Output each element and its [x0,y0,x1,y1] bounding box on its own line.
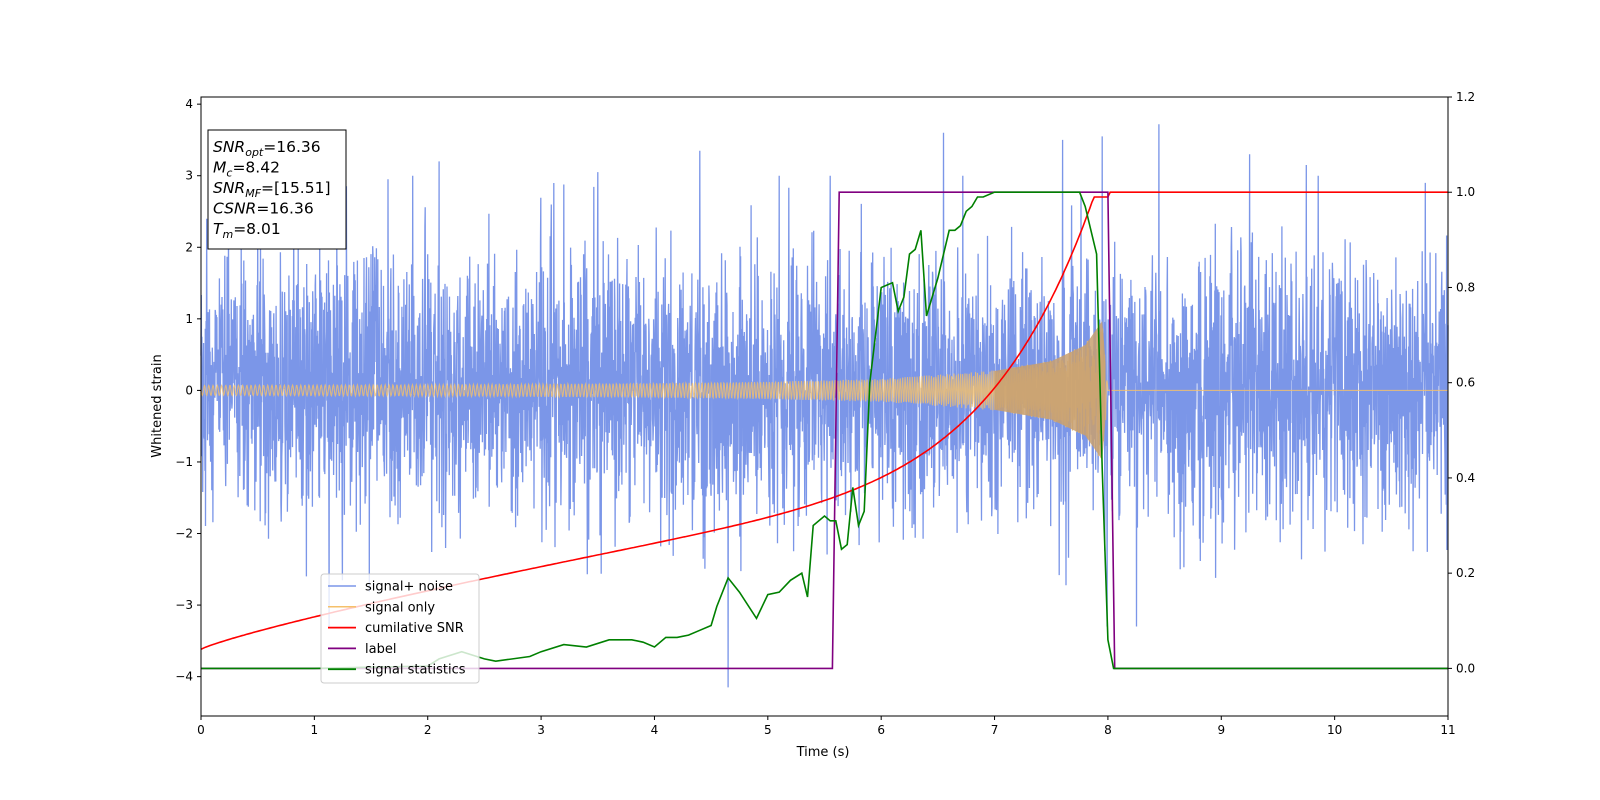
x-axis-label: Time (s) [796,745,850,760]
series-signal-only-line [200,328,1448,459]
y-tick-label: −2 [175,527,193,541]
y-tick-label: 3 [185,169,193,183]
signal-series [200,321,1448,460]
x-tick-label: 8 [1104,723,1112,737]
x-tick-label: 2 [424,723,432,737]
x-tick-label: 10 [1327,723,1342,737]
plot-frame [200,96,1449,717]
y2-tick-label: 1.0 [1456,185,1475,199]
series-signal-statistics-line [201,191,1448,670]
info-box-entry: SNRopt=16.36 [213,138,321,159]
y-tick-label: −3 [175,598,193,612]
info-box: SNRopt=16.36Mc=8.42SNRMF=[15.51]CSNR=16.… [207,129,347,250]
x-tick-label: 7 [991,723,999,737]
legend-label: signal only [365,600,435,615]
y-tick-label: 2 [185,240,193,254]
y2-tick-label: 1.2 [1456,90,1475,104]
series-signal-noise-line [200,124,1449,688]
legend-label: signal+ noise [365,580,453,595]
x-tick-label: 1 [311,723,319,737]
y-tick-label: 1 [185,312,193,326]
noise-series [200,124,1449,688]
y2-tick-label: 0.6 [1456,376,1475,390]
info-box-entry: SNRMF=[15.51] [213,179,331,200]
y2-tick-label: 0.2 [1456,566,1475,580]
legend: signal+ noise signal only cumilative SNR la… [320,573,480,684]
legend-label: cumilative SNR [365,621,464,636]
signal-dense-region [994,321,1106,460]
y2-tick-label: 0.8 [1456,280,1475,294]
x-tick-label: 4 [651,723,659,737]
x-tick-label: 5 [764,723,772,737]
y-axis-right: 0.0 0.2 0.4 0.6 0.8 1.0 1.2 [1448,90,1475,675]
y-tick-label: 0 [185,383,193,397]
y2-tick-label: 0.0 [1456,661,1475,675]
info-box-entry: Tm=8.01 [213,220,281,241]
x-axis: 0 1 2 3 4 5 6 7 8 9 10 11 [197,716,1456,737]
y2-tick-label: 0.4 [1456,471,1475,485]
x-tick-label: 9 [1217,723,1225,737]
y-axis-label: Whitened strain [150,354,165,457]
y-tick-label: −1 [175,455,193,469]
legend-frame [320,573,480,684]
x-tick-label: 6 [877,723,885,737]
legend-label: label [365,642,396,657]
info-box-entry: Mc=8.42 [213,159,280,180]
info-box-entry: CSNR=16.36 [213,200,314,218]
legend-label: signal statistics [365,663,466,678]
y-tick-label: −4 [175,670,193,684]
x-tick-label: 0 [197,723,205,737]
y-axis-left: −4 −3 −2 −1 0 1 2 3 4 [175,97,201,684]
x-tick-label: 11 [1440,723,1455,737]
info-box-frame [207,129,347,250]
x-tick-label: 3 [537,723,545,737]
y-tick-label: 4 [185,97,193,111]
